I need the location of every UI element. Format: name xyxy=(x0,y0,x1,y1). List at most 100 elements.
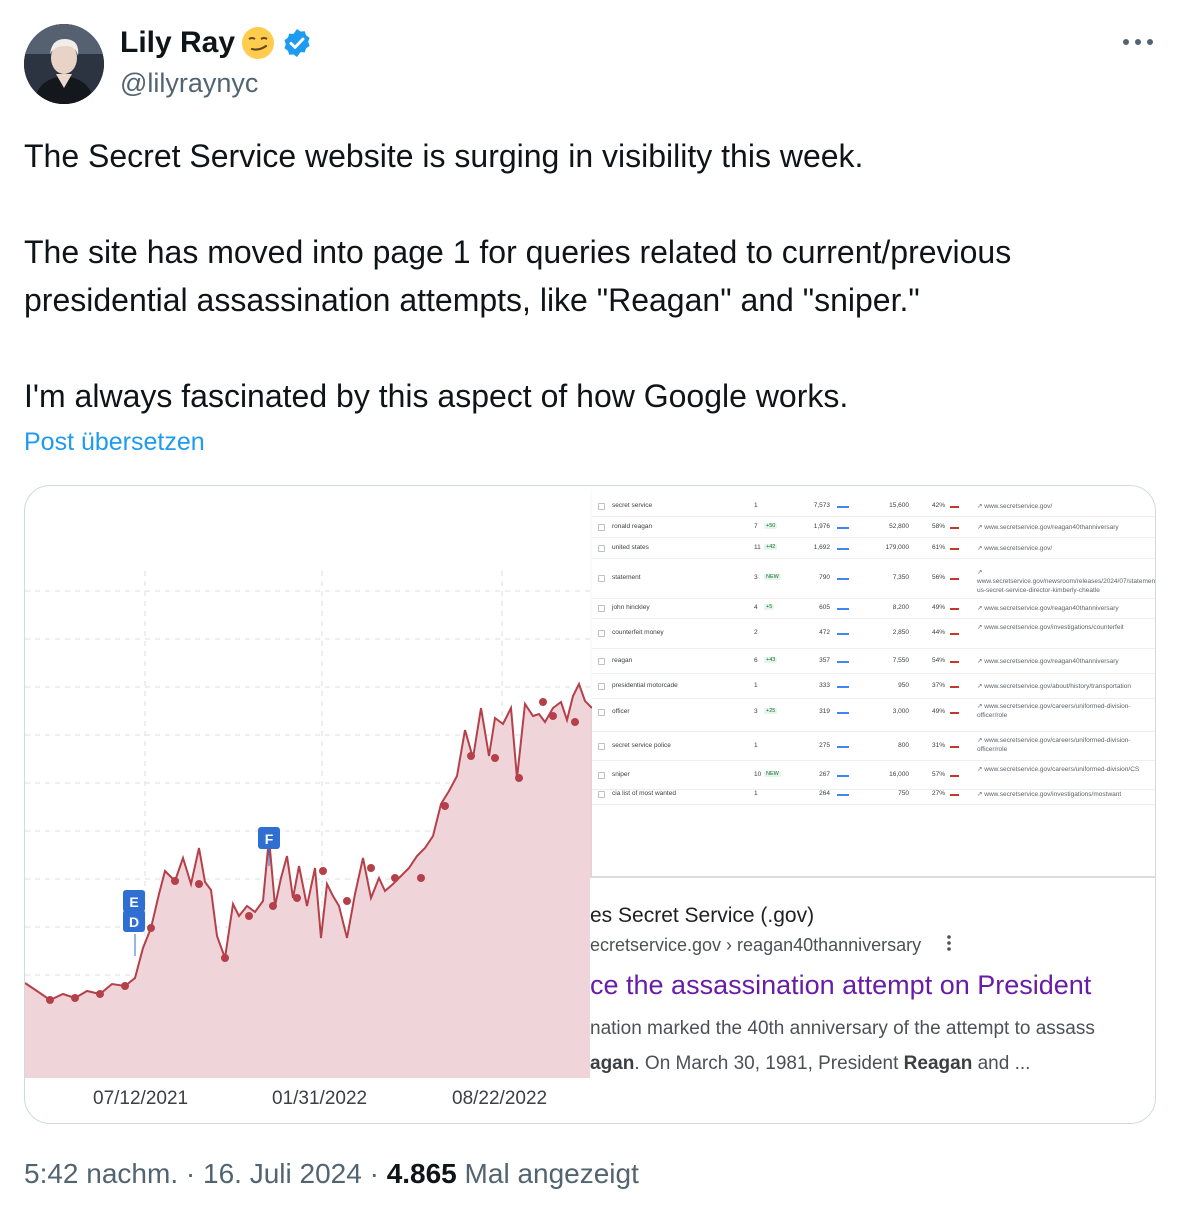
post-meta: 5:42 nachm. · 16. Juli 2024 · 4.865 Mal … xyxy=(24,1158,639,1190)
results-cell: 800 xyxy=(898,742,909,749)
percent-bar xyxy=(950,548,959,550)
percent-cell: 56% xyxy=(931,574,945,581)
percent-bar xyxy=(950,633,959,635)
chart-point xyxy=(417,874,425,882)
row-checkbox[interactable] xyxy=(598,658,605,665)
results-cell: 7,550 xyxy=(892,657,909,664)
avatar[interactable] xyxy=(24,24,104,104)
change-badge: +5 xyxy=(764,604,775,610)
chart-point xyxy=(121,982,129,990)
keyword-cell: sniper xyxy=(612,771,630,778)
volume-bar xyxy=(837,548,849,550)
results-cell: 52,800 xyxy=(889,523,909,530)
percent-bar xyxy=(950,746,959,748)
percent-bar xyxy=(950,686,959,688)
url-cell: ↗ www.secretservice.gov/careers/uniforme… xyxy=(977,703,1131,719)
svg-text:F: F xyxy=(265,831,274,847)
keyword-cell: presidential motorcade xyxy=(612,682,678,689)
chart-point xyxy=(319,867,327,875)
more-options-icon[interactable] xyxy=(1120,30,1156,54)
row-checkbox[interactable] xyxy=(598,545,605,552)
chart-point xyxy=(343,897,351,905)
post-media-image[interactable]: D E F 07/12/2021 01/31/2022 08/22/2022 s… xyxy=(24,485,1156,1124)
x-tick-label: 01/31/2022 xyxy=(272,1088,368,1109)
chart-point xyxy=(391,874,399,882)
volume-bar xyxy=(837,775,849,777)
results-cell: 950 xyxy=(898,682,909,689)
position-cell: 1 xyxy=(754,502,758,509)
verified-badge-icon[interactable] xyxy=(281,27,313,59)
percent-cell: 54% xyxy=(931,657,945,664)
row-checkbox[interactable] xyxy=(598,791,605,798)
volume-cell: 319 xyxy=(819,708,830,715)
row-checkbox[interactable] xyxy=(598,524,605,531)
chart-point xyxy=(96,990,104,998)
volume-cell: 790 xyxy=(819,574,830,581)
row-checkbox[interactable] xyxy=(598,709,605,716)
volume-cell: 264 xyxy=(819,790,830,797)
percent-cell: 49% xyxy=(931,604,945,611)
percent-cell: 49% xyxy=(931,708,945,715)
url-cell: ↗ www.secretservice.gov/investigations/m… xyxy=(977,791,1122,798)
keyword-row: united states 11 +42 1,692 179,000 61% ↗ www.s… xyxy=(592,538,1155,559)
url-cell: ↗ www.secretservice.gov/reagan40thannive… xyxy=(977,524,1119,531)
translate-post-link[interactable]: Post übersetzen xyxy=(24,428,205,456)
percent-bar xyxy=(950,527,959,529)
keyword-row: secret service police 1 275 800 31% ↗ www.sec… xyxy=(592,731,1155,761)
chart-points xyxy=(46,698,579,1004)
row-checkbox[interactable] xyxy=(598,630,605,637)
chart-point xyxy=(293,894,301,902)
serp-snippet-line: agan. On March 30, 1981, President Reaga… xyxy=(590,1053,1030,1075)
chart-point xyxy=(549,712,557,720)
chart-point xyxy=(221,954,229,962)
chart-area-fill xyxy=(25,684,592,1078)
url-cell: ↗ www.secretservice.gov/careers/uniforme… xyxy=(977,737,1131,753)
author-name[interactable]: Lily Ray xyxy=(120,26,236,59)
keyword-cell: reagan xyxy=(612,657,633,664)
chart-point xyxy=(491,754,499,762)
post-paragraph: The site has moved into page 1 for queri… xyxy=(24,234,1012,318)
chart-series-line xyxy=(25,681,592,1002)
x-tick-label: 08/22/2022 xyxy=(452,1088,548,1109)
percent-cell: 57% xyxy=(931,771,945,778)
row-checkbox[interactable] xyxy=(598,743,605,750)
serp-more-icon xyxy=(947,935,951,951)
url-cell: ↗ www.secretservice.gov/investigations/c… xyxy=(977,624,1124,631)
row-checkbox[interactable] xyxy=(598,772,605,779)
meta-separator: · xyxy=(369,1158,379,1189)
change-badge: NEW xyxy=(764,771,781,777)
row-checkbox[interactable] xyxy=(598,683,605,690)
chart-point xyxy=(195,880,203,888)
author-handle[interactable]: @lilyraynyc xyxy=(120,68,259,98)
keyword-cell: john hinckley xyxy=(612,604,650,611)
visibility-chart: D E F xyxy=(25,571,592,1078)
url-cell: ↗ www.secretservice.gov/reagan40thannive… xyxy=(977,605,1119,612)
change-badge: +43 xyxy=(764,657,778,663)
keyword-cell: secret service xyxy=(612,502,653,509)
serp-snippet-line: nation marked the 40th anniversary of th… xyxy=(590,1018,1095,1039)
row-checkbox[interactable] xyxy=(598,503,605,510)
results-cell: 15,600 xyxy=(889,502,909,509)
position-cell: 3 xyxy=(754,708,758,715)
chart-point xyxy=(571,718,579,726)
chart-point xyxy=(515,774,523,782)
volume-cell: 1,692 xyxy=(813,544,830,551)
volume-cell: 1,976 xyxy=(813,523,830,530)
row-checkbox[interactable] xyxy=(598,605,605,612)
volume-cell: 472 xyxy=(819,629,830,636)
percent-bar xyxy=(950,506,959,508)
post-date[interactable]: 16. Juli 2024 xyxy=(203,1158,362,1189)
marker-d: D xyxy=(123,910,145,956)
change-badge: NEW xyxy=(764,574,781,580)
serp-snippet-text: . On March 30, 1981, President xyxy=(634,1053,904,1074)
post-text: The Secret Service website is surging in… xyxy=(24,132,1144,420)
post-time[interactable]: 5:42 nachm. xyxy=(24,1158,179,1189)
row-checkbox[interactable] xyxy=(598,575,605,582)
percent-cell: 58% xyxy=(931,523,945,530)
keyword-cell: ronald reagan xyxy=(612,523,653,530)
avatar-image xyxy=(24,24,104,104)
url-cell: ↗ www.secretservice.gov/ xyxy=(977,503,1053,510)
serp-snippet-bold: agan xyxy=(590,1053,635,1074)
serp-site-name: es Secret Service (.gov) xyxy=(590,904,815,927)
results-cell: 3,000 xyxy=(892,708,909,715)
